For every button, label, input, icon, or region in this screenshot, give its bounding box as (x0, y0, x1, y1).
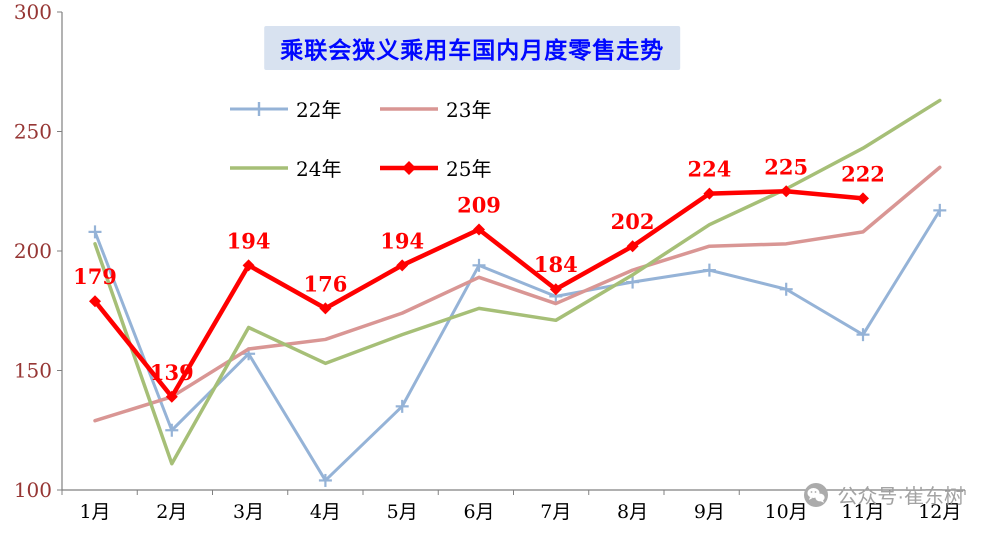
legend-item-24: 24年 (228, 153, 378, 182)
x-tick-label: 5月 (387, 501, 418, 523)
legend-label-23: 23年 (446, 98, 492, 122)
data-label: 179 (73, 264, 117, 289)
data-label: 209 (457, 192, 501, 217)
y-tick-label: 250 (14, 120, 52, 144)
x-tick-label: 7月 (540, 501, 571, 523)
legend-label-22: 22年 (296, 98, 342, 122)
series-25年: 179 139 194 176 194 209 184 202 224 225 222 (73, 154, 885, 403)
legend-swatch-23-icon (380, 106, 438, 111)
data-label: 225 (764, 154, 808, 179)
y-tick-label: 150 (14, 359, 52, 383)
watermark: 公众号·崔东树 (803, 480, 964, 509)
x-tick-label: 11月 (841, 501, 884, 523)
data-label: 139 (150, 360, 194, 385)
legend-swatch-24-icon (230, 165, 288, 170)
y-tick-label: 100 (14, 478, 52, 502)
y-axis-labels: 300 250 200 150 100 (14, 0, 52, 502)
data-label: 176 (303, 271, 347, 296)
legend-item-22: 22年 (228, 94, 378, 123)
chart-title: 乘联会狭义乘用车国内月度零售走势 (264, 26, 681, 70)
data-label: 194 (380, 228, 424, 253)
series-22年 (88, 203, 947, 487)
data-label: 194 (227, 228, 271, 253)
x-tick-label: 3月 (233, 501, 264, 523)
y-tick-label: 200 (14, 239, 52, 263)
x-tick-label: 2月 (156, 501, 187, 523)
legend-swatch-25-icon (380, 160, 438, 175)
data-label: 202 (611, 209, 655, 234)
x-tick-label: 6月 (463, 501, 494, 523)
x-tick-label: 10月 (765, 501, 808, 523)
x-axis-labels: 1月 2月 3月 4月 5月 6月 7月 8月 9月 10月 11月 12月 (79, 501, 961, 523)
series-24年 (93, 98, 942, 466)
legend-swatch-22-icon (230, 101, 288, 116)
wechat-icon (804, 482, 829, 507)
data-label: 184 (534, 252, 578, 277)
x-tick-label: 8月 (617, 501, 648, 523)
x-tick-label: 4月 (310, 501, 341, 523)
legend-item-25: 25年 (378, 153, 528, 182)
x-tick-label: 1月 (79, 501, 110, 523)
legend-label-25: 25年 (446, 157, 492, 181)
data-label: 224 (687, 157, 731, 182)
legend-item-23: 23年 (378, 94, 528, 123)
watermark-text: 公众号·崔东树 (837, 486, 964, 508)
chart-legend: 22年 23年 24年 25年 (228, 94, 528, 182)
x-tick-label: 12月 (918, 501, 961, 523)
series-23年 (93, 165, 942, 423)
data-label: 222 (841, 161, 885, 186)
y-tick-label: 300 (14, 0, 52, 24)
x-tick-label: 9月 (694, 501, 725, 523)
legend-label-24: 24年 (296, 157, 342, 181)
